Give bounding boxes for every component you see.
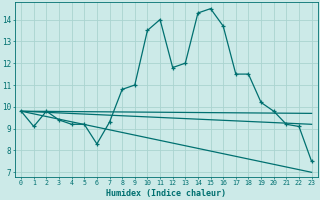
X-axis label: Humidex (Indice chaleur): Humidex (Indice chaleur) bbox=[106, 189, 226, 198]
